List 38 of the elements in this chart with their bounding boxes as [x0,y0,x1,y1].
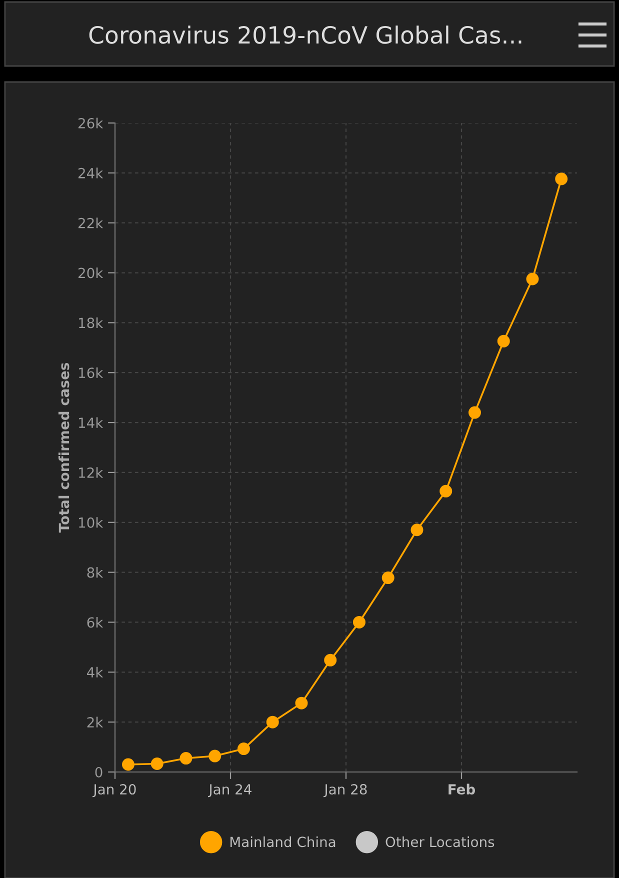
y-tick-label: 4k [86,666,104,678]
y-tick-label: 24k [78,168,104,178]
y-tick-label: 2k [87,716,104,728]
y-tick-label: 10k [79,517,104,528]
x-tick-label: Jan 28 [324,784,367,798]
x-tick-label: Jan 20 [92,784,136,798]
y-tick-label: 18k [79,317,104,328]
point [150,758,164,770]
point [497,334,510,348]
legend-label: Other Locations [386,836,494,848]
point [208,750,222,762]
y-tick-label: 14k [79,417,104,428]
x-tick-label: Jan 24 [208,784,252,798]
x-tick-label: Feb [448,784,476,795]
point [555,172,568,186]
point [440,484,452,498]
chart-title: Coronavirus 2019-nCoV Global Cas... [89,26,522,44]
y-tick-label: 12k [79,467,104,478]
y-tick-label: 20k [78,267,104,278]
y-tick-label: 16k [79,367,104,378]
point [324,654,337,666]
point [295,696,308,710]
y-tick-label: 22k [78,218,104,228]
point [382,572,394,584]
y-tick-label: 0 [95,766,102,778]
y-tick-label: 26k [78,118,104,128]
y-axis-title: Total confirmed cases [58,362,70,533]
point [266,716,279,728]
point [526,272,539,286]
y-tick-label: 8k [87,567,104,578]
point [180,752,192,765]
point [122,758,134,771]
point [410,524,424,536]
y-tick-label: 6k [87,616,104,628]
point [468,406,481,419]
point [352,616,366,628]
legend-label: Mainland China [230,836,336,848]
point [237,742,250,756]
